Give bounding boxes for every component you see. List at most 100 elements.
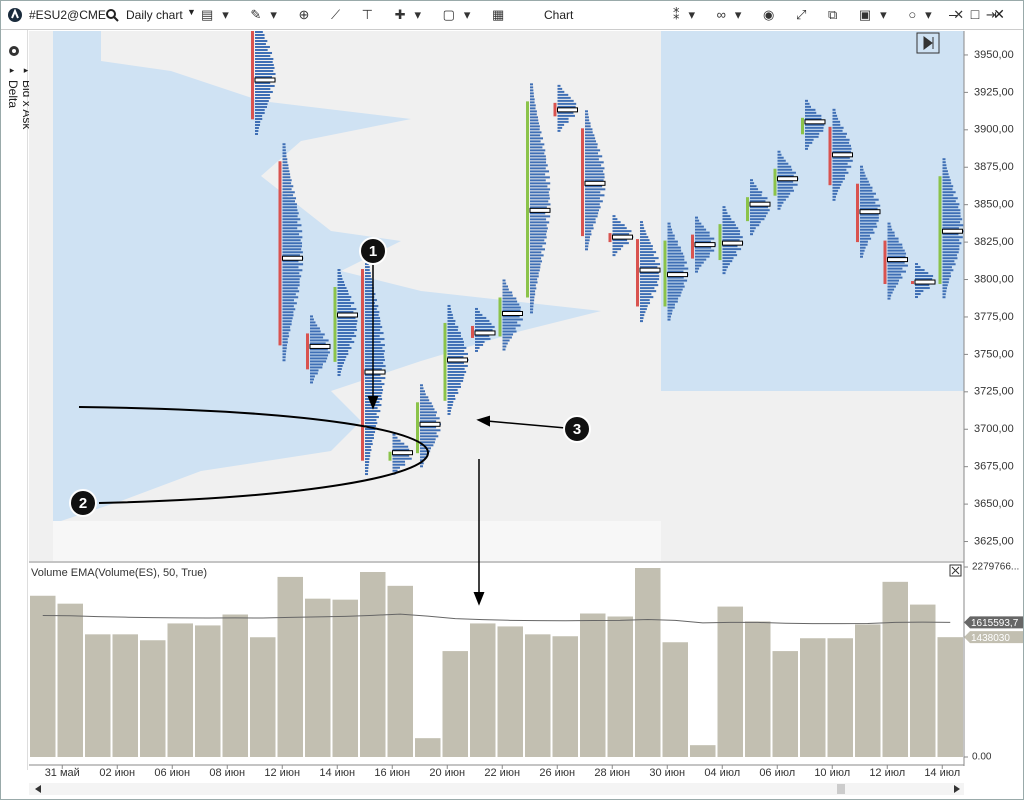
timeframe[interactable]: Daily chart — [126, 8, 183, 22]
profile-row — [777, 159, 786, 162]
tab-label: Delta — [6, 80, 20, 109]
profile-row — [447, 343, 464, 346]
profile-row — [805, 132, 820, 135]
profile-row — [640, 260, 656, 263]
profile-row — [447, 325, 459, 328]
profile-row — [805, 117, 822, 120]
profile-row — [695, 234, 710, 237]
profile-row — [887, 291, 893, 294]
volume-bar — [442, 651, 468, 757]
profile-row — [337, 368, 342, 371]
profile-row — [530, 263, 541, 266]
sidebar-tab[interactable]: ▸ Delta — [6, 66, 20, 129]
profile-row — [695, 228, 707, 231]
profile-row — [667, 252, 684, 255]
profile-row — [447, 388, 458, 391]
profile-row — [447, 400, 454, 403]
profile-row — [447, 364, 468, 367]
profile-row — [255, 46, 270, 48]
volume-bar — [745, 621, 771, 757]
profile-row — [722, 212, 728, 215]
scrollbar-thumb[interactable] — [837, 784, 845, 794]
profile-row — [502, 294, 513, 297]
timeframe-dropdown[interactable]: ▼ — [187, 7, 196, 17]
x-tick-label: 02 июн — [99, 767, 135, 779]
profile-row — [667, 315, 671, 318]
profile-row — [722, 263, 730, 266]
profile-row — [255, 94, 270, 96]
profile-row — [365, 287, 374, 290]
window-controls[interactable]: –□✕ — [949, 6, 1019, 22]
profile-row — [337, 365, 343, 368]
search-icon[interactable] — [105, 8, 119, 22]
profile-row — [942, 296, 946, 299]
symbol[interactable]: #ESU2@CME — [29, 8, 106, 22]
profile-row — [530, 230, 547, 233]
profile-row — [530, 176, 550, 179]
profile-row — [282, 275, 302, 278]
profile-row — [365, 272, 371, 275]
profile-row — [750, 200, 766, 203]
profile-row — [832, 147, 852, 150]
profile-row — [530, 161, 547, 164]
volume-bar — [800, 638, 826, 757]
profile-row — [750, 221, 761, 224]
profile-row — [942, 203, 960, 206]
settings-icon[interactable] — [1, 30, 27, 60]
profile-row — [282, 173, 291, 176]
profile-row — [282, 350, 287, 353]
volume-bar — [415, 738, 441, 757]
profile-row — [612, 221, 621, 224]
profile-row — [475, 337, 491, 340]
profile-row — [695, 258, 707, 261]
x-tick-label: 10 июл — [814, 767, 850, 779]
profile-row — [420, 453, 428, 456]
volume-bar — [167, 623, 193, 757]
profile-row — [282, 179, 292, 182]
profile-row — [557, 123, 565, 126]
y-tick-label: 0.00 — [972, 752, 992, 763]
profile-row — [475, 322, 492, 325]
profile-row — [530, 146, 543, 149]
y-tick-label: 3775,00 — [974, 311, 1014, 323]
profile-row — [585, 185, 603, 188]
volume-bar — [112, 634, 138, 757]
pane-empty-area — [53, 521, 661, 561]
profile-row — [832, 135, 846, 138]
profile-row — [530, 158, 547, 161]
profile-row — [420, 396, 429, 399]
candle-body — [856, 183, 859, 243]
scroll-end-button[interactable] — [916, 32, 940, 54]
profile-row — [420, 387, 424, 390]
profile-row — [585, 224, 594, 227]
tool-icons[interactable]: ▤▾ ✎▾ ⊕ ⟋ ⊤ ✚▾ ▢▾ ▦ — [201, 7, 514, 22]
profile-row — [585, 128, 593, 131]
profile-row — [310, 327, 320, 330]
profile-row — [530, 179, 546, 182]
profile-row — [667, 288, 683, 291]
profile-row — [887, 231, 895, 234]
right-tool-icons[interactable]: ⁑▾ ∞▾ ◉ ⤢ ⧉ ▣▾ ○▾ ✕ ⇥ — [673, 7, 1006, 22]
profile-row — [530, 311, 533, 314]
profile-row — [365, 443, 373, 446]
profile-row — [585, 233, 592, 236]
profile-row — [942, 242, 962, 245]
profile-row — [722, 260, 733, 263]
profile-row — [585, 155, 603, 158]
profile-row — [722, 230, 741, 233]
profile-row — [860, 255, 863, 258]
profile-row — [447, 382, 461, 385]
profile-row — [310, 321, 316, 324]
profile-row — [530, 284, 536, 287]
profile-row — [502, 318, 523, 321]
profile-row — [612, 233, 630, 236]
profile-row — [667, 267, 689, 270]
profile-row — [282, 239, 301, 242]
profile-row — [942, 257, 958, 260]
profile-row — [337, 311, 354, 314]
profile-row — [667, 258, 685, 261]
x-tick-label: 30 июн — [649, 767, 685, 779]
profile-row — [502, 339, 510, 342]
scrollbar[interactable] — [29, 783, 964, 795]
profile-row — [557, 105, 576, 108]
